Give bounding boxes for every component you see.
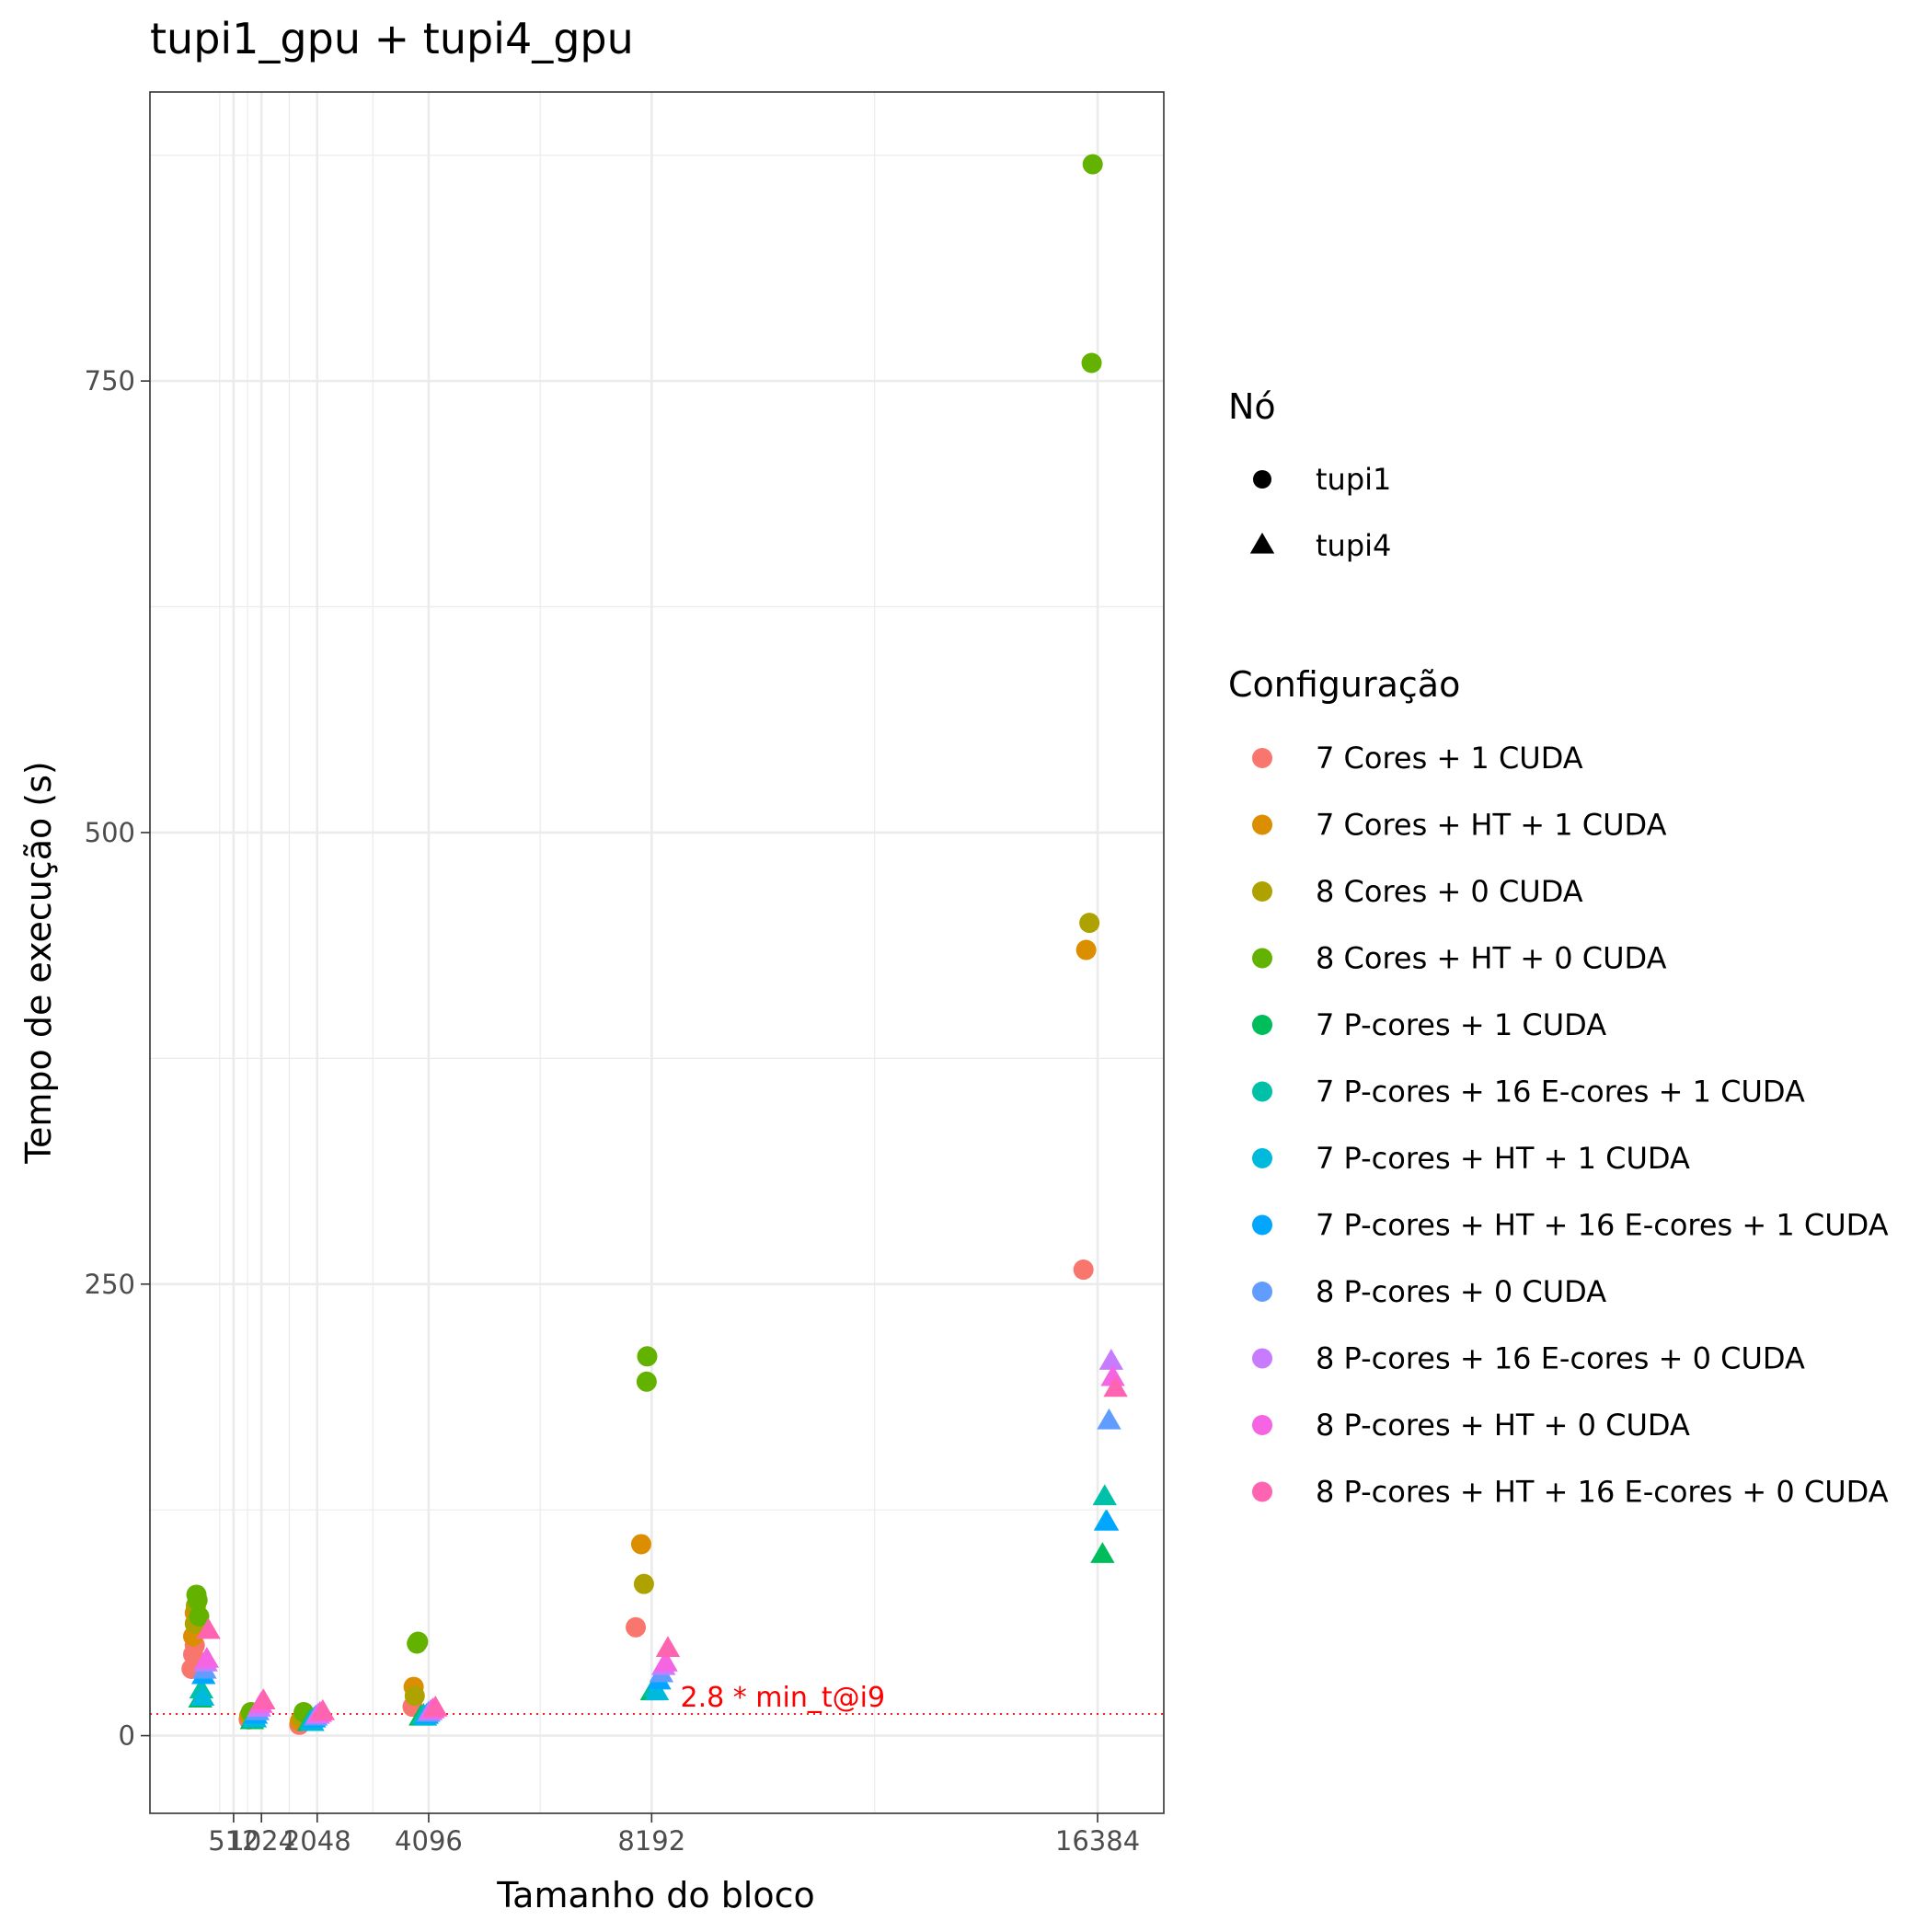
chart-title: tupi1_gpu + tupi4_gpu [150,14,634,63]
data-points [181,154,1128,1735]
y-axis: 0 250 500 750 [85,365,150,1752]
legend-label-config: 7 Cores + HT + 1 CUDA [1316,808,1667,843]
data-point-tupi1 [1073,1259,1094,1281]
panel-border [149,91,1165,1814]
data-point-tupi1 [1082,154,1103,175]
reference-line-label: 2.8 * min_t@i9 [681,1682,886,1714]
data-point-tupi4 [1100,1364,1125,1386]
legend-label-config: 8 Cores + 0 CUDA [1316,874,1583,909]
legend-key-color [1252,1282,1272,1302]
data-point-tupi4 [655,1636,681,1658]
data-point-tupi1 [1079,913,1100,934]
x-tick-label: 1024 [227,1825,295,1857]
data-point-tupi4 [423,1695,448,1717]
x-axis-title: Tamanho do bloco [496,1875,815,1915]
data-point-tupi4 [1094,1509,1120,1531]
panel-background [150,92,1164,1813]
legend-key-color [1252,1015,1272,1035]
data-point-tupi1 [408,1631,429,1652]
legend-title-node: Nó [1228,386,1276,427]
legend-key-color [1252,748,1272,768]
data-point-tupi4 [1090,1542,1115,1563]
data-point-tupi4 [653,1650,678,1672]
x-tick-label: 2048 [283,1825,351,1857]
grid-minor [150,92,1164,1813]
data-point-tupi4 [196,1617,221,1639]
x-tick-label: 512 [208,1825,259,1857]
legend-label-config: 7 P-cores + 1 CUDA [1316,1007,1606,1042]
y-axis-title: Tempo de execução (s) [18,761,59,1165]
x-tick-label: 16384 [1055,1825,1140,1857]
legend-label-config: 7 Cores + 1 CUDA [1316,741,1583,776]
data-point-tupi4 [1098,1349,1124,1370]
data-point-tupi4 [1103,1375,1128,1397]
data-point-tupi1 [637,1346,658,1367]
x-tick-label: 8192 [617,1825,685,1857]
legend-label-node: tupi1 [1316,462,1391,497]
data-point-tupi1 [189,1606,210,1627]
y-tick-label: 500 [85,817,135,848]
legend: Nó tupi1 tupi4 Configuração 7 Cores + 1 C… [1228,386,1889,1510]
data-point-tupi1 [404,1685,425,1707]
legend-label-config: 7 P-cores + HT + 16 E-cores + 1 CUDA [1316,1208,1889,1243]
plot-area: 2.8 * min_t@i9 [149,91,1165,1814]
legend-key-color [1252,1481,1272,1502]
legend-key-color [1252,814,1272,835]
data-point-tupi4 [251,1688,276,1709]
legend-label-config: 8 P-cores + HT + 16 E-cores + 0 CUDA [1316,1475,1889,1510]
y-tick-label: 250 [85,1269,135,1300]
data-point-tupi4 [310,1698,336,1720]
legend-label-config: 7 P-cores + 16 E-cores + 1 CUDA [1316,1075,1805,1110]
legend-label-config: 8 Cores + HT + 0 CUDA [1316,941,1667,976]
y-tick-label: 750 [85,365,135,397]
legend-label-config: 8 P-cores + 0 CUDA [1316,1274,1606,1309]
data-point-tupi1 [1081,352,1102,374]
data-point-tupi4 [194,1646,219,1668]
data-point-tupi1 [1075,939,1097,960]
legend-label-node: tupi4 [1316,528,1391,563]
legend-key-color [1252,948,1272,969]
color-legend: 7 Cores + 1 CUDA 7 Cores + HT + 1 CUDA 8 C… [1252,741,1889,1510]
legend-key-color [1252,1081,1272,1102]
legend-label-config: 7 P-cores + HT + 1 CUDA [1316,1141,1690,1176]
legend-label-config: 8 P-cores + HT + 0 CUDA [1316,1408,1690,1443]
legend-key-color [1252,1348,1272,1369]
y-tick-label: 0 [119,1720,135,1752]
data-point-tupi1 [633,1573,654,1594]
data-point-tupi1 [187,1590,208,1611]
data-point-tupi1 [630,1534,651,1555]
data-point-tupi1 [636,1371,657,1392]
legend-key-color [1252,1415,1272,1435]
legend-title-config: Configuração [1228,664,1460,705]
x-tick-label: 4096 [395,1825,463,1857]
legend-key-color [1252,1148,1272,1168]
legend-key-triangle [1249,532,1275,554]
grid-major [150,92,1164,1813]
data-point-tupi4 [1097,1408,1121,1430]
data-point-tupi1 [626,1616,647,1638]
shape-legend: tupi1 tupi4 [1249,462,1391,563]
data-point-tupi4 [644,1679,670,1701]
legend-key-color [1252,1214,1272,1236]
legend-key-color [1252,881,1272,902]
legend-key-circle [1253,470,1271,489]
data-point-tupi4 [1092,1484,1117,1506]
data-point-tupi4 [190,1685,215,1707]
legend-label-config: 8 P-cores + 16 E-cores + 0 CUDA [1316,1341,1805,1376]
